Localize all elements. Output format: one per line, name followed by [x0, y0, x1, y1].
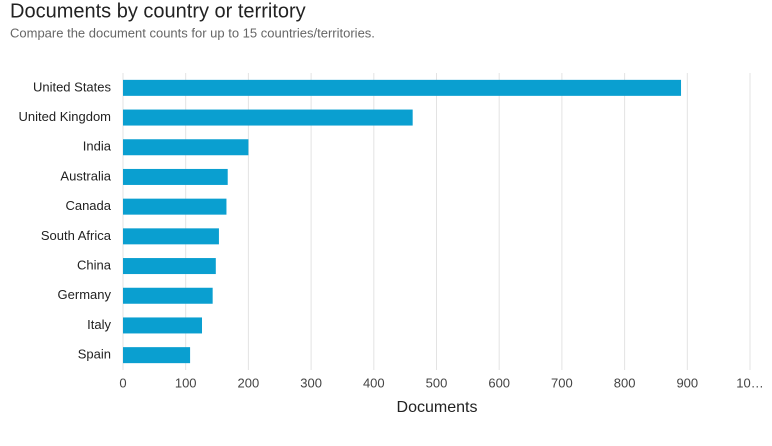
- y-tick-label: Germany: [58, 287, 112, 302]
- x-tick-label: 300: [300, 375, 322, 390]
- chart-title: Documents by country or territory: [10, 0, 306, 22]
- x-tick-label: 700: [551, 375, 573, 390]
- bar: [123, 347, 191, 364]
- y-tick-label: Canada: [65, 198, 111, 213]
- y-tick-label: Italy: [87, 317, 111, 332]
- x-tick-label: 0: [119, 375, 126, 390]
- y-tick-label: India: [83, 139, 112, 154]
- y-tick-label: Australia: [60, 168, 111, 183]
- x-tick-label: 400: [363, 375, 385, 390]
- x-tick-label: 200: [238, 375, 260, 390]
- bar: [123, 258, 216, 275]
- chart-subtitle: Compare the document counts for up to 15…: [10, 25, 375, 40]
- bar: [123, 168, 228, 185]
- bar: [123, 287, 213, 304]
- y-tick-label: China: [77, 257, 112, 272]
- bar: [123, 198, 227, 215]
- y-tick-label: South Africa: [41, 228, 112, 243]
- bar: [123, 79, 682, 96]
- x-tick-label: 800: [614, 375, 636, 390]
- x-tick-label: 10…: [736, 375, 763, 390]
- x-tick-label: 900: [676, 375, 698, 390]
- y-tick-label: United States: [33, 79, 112, 94]
- x-axis-title: Documents: [397, 399, 478, 416]
- x-tick-label: 100: [175, 375, 197, 390]
- bar: [123, 109, 413, 126]
- y-tick-label: Spain: [78, 347, 111, 362]
- x-tick-label: 500: [426, 375, 448, 390]
- bar: [123, 139, 249, 156]
- x-tick-label: 600: [488, 375, 510, 390]
- bar: [123, 317, 203, 334]
- y-tick-label: United Kingdom: [19, 109, 112, 124]
- bar: [123, 228, 219, 245]
